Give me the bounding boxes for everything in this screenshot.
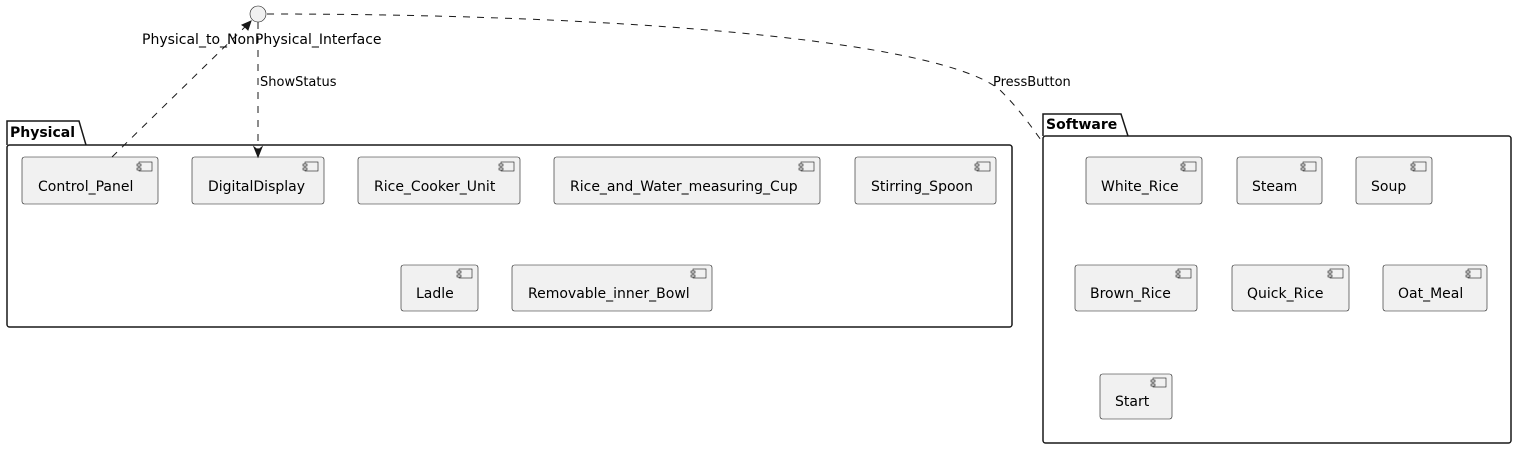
component-label: Quick_Rice	[1247, 286, 1324, 302]
component-label: Steam	[1252, 179, 1297, 195]
component-control-panel[interactable]: Control_Panel	[21, 156, 159, 205]
component-start[interactable]: Start	[1099, 373, 1173, 420]
component-icon	[1300, 161, 1317, 172]
component-oat-meal[interactable]: Oat_Meal	[1382, 264, 1488, 312]
component-icon	[1175, 268, 1192, 279]
edge-press-button: PressButton	[266, 13, 1071, 141]
component-label: Rice_Cooker_Unit	[374, 179, 496, 195]
component-removable-inner-bowl[interactable]: Removable_inner_Bowl	[511, 264, 713, 312]
component-quick-rice[interactable]: Quick_Rice	[1231, 264, 1350, 312]
component-icon	[1327, 268, 1344, 279]
component-label: Control_Panel	[38, 179, 133, 195]
component-label: Oat_Meal	[1398, 286, 1463, 302]
component-ladle[interactable]: Ladle	[400, 264, 479, 312]
package-physical-tab	[6, 120, 87, 146]
component-soup[interactable]: Soup	[1355, 156, 1433, 205]
component-label: Rice_and_Water_measuring_Cup	[570, 179, 798, 195]
package-software-tab	[1042, 113, 1129, 137]
component-rice-cooker-unit[interactable]: Rice_Cooker_Unit	[357, 156, 521, 205]
edge-label-press-button: PressButton	[993, 75, 1071, 90]
interface-circle[interactable]	[249, 5, 267, 23]
component-icon	[798, 161, 815, 172]
component-icon	[498, 161, 515, 172]
component-brown-rice[interactable]: Brown_Rice	[1074, 264, 1198, 312]
component-stirring-spoon[interactable]: Stirring_Spoon	[854, 156, 997, 205]
interface-node[interactable]: Physical_to_NonPhysical_Interface	[142, 5, 382, 48]
component-icon	[136, 161, 153, 172]
component-label: Removable_inner_Bowl	[528, 286, 690, 302]
interface-label: Physical_to_NonPhysical_Interface	[142, 32, 382, 48]
component-icon	[1465, 268, 1482, 279]
component-icon	[456, 268, 473, 279]
component-label: Ladle	[416, 286, 454, 302]
component-icon	[302, 161, 319, 172]
component-label: Soup	[1371, 179, 1406, 195]
component-rice-and-water-measuring-cup[interactable]: Rice_and_Water_measuring_Cup	[553, 156, 821, 205]
edge-show-status: ShowStatus	[252, 22, 337, 159]
edge-label-show-status: ShowStatus	[260, 75, 337, 90]
component-label: DigitalDisplay	[208, 179, 305, 195]
component-label: Brown_Rice	[1090, 286, 1171, 302]
component-icon	[974, 161, 991, 172]
component-icon	[690, 268, 707, 279]
package-software-title: Software	[1046, 117, 1117, 133]
component-icon	[1180, 161, 1197, 172]
component-label: Start	[1115, 394, 1150, 410]
arrowhead	[252, 145, 264, 159]
component-label: White_Rice	[1101, 179, 1179, 195]
component-icon	[1410, 161, 1427, 172]
component-white-rice[interactable]: White_Rice	[1085, 156, 1203, 205]
component-icon	[1150, 377, 1167, 388]
package-physical-title: Physical	[10, 125, 75, 141]
component-label: Stirring_Spoon	[871, 179, 973, 195]
component-digital-display[interactable]: DigitalDisplay	[191, 156, 325, 205]
edge-control-panel-to-interface	[111, 20, 252, 158]
component-steam[interactable]: Steam	[1236, 156, 1323, 205]
package-physical: Physical	[6, 120, 1013, 328]
arrowhead	[240, 20, 252, 31]
